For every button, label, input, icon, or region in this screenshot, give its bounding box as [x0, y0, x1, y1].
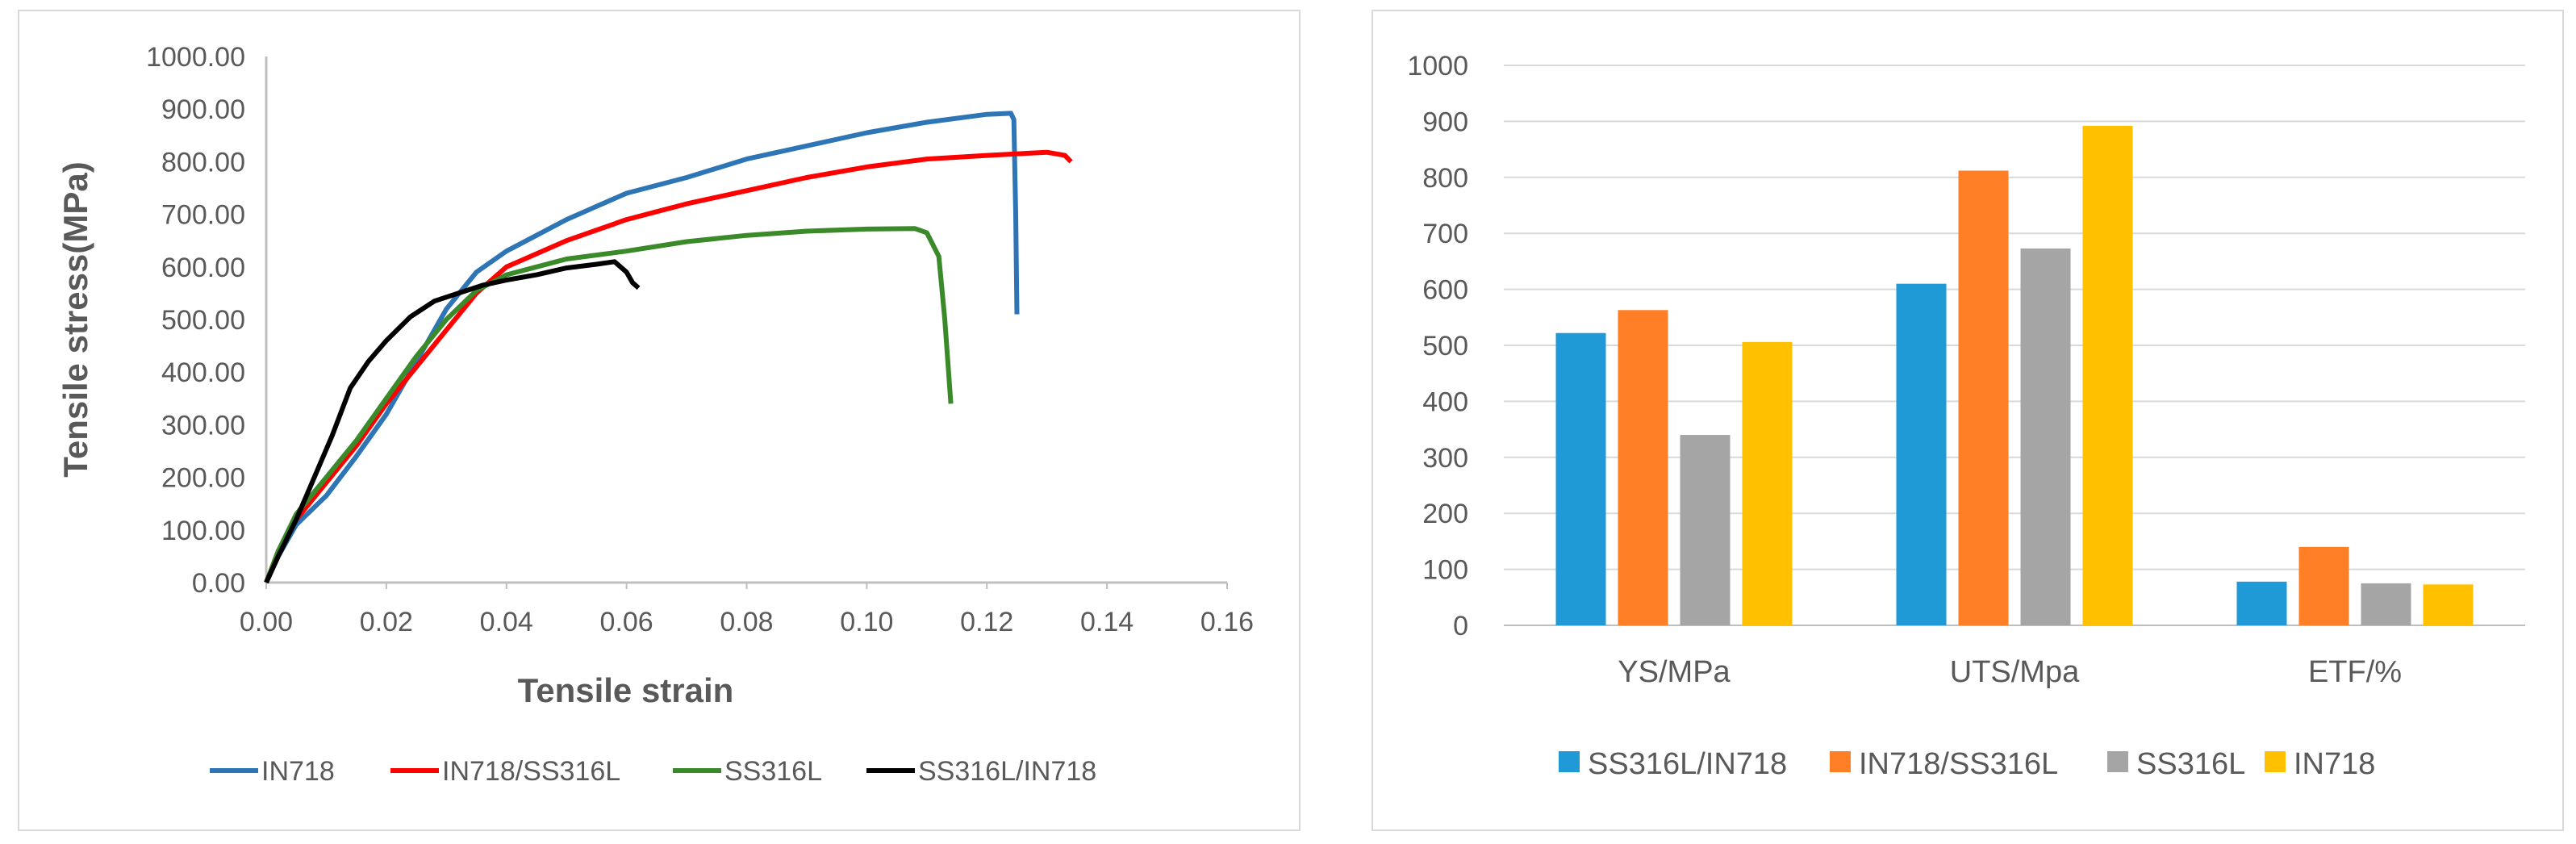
y-tick-label: 100.00: [161, 516, 245, 546]
bar-2-0: [1680, 435, 1731, 625]
y-tick-label: 300.00: [161, 410, 245, 441]
y-tick-label: 1000.00: [146, 42, 245, 73]
y-tick-label: 300: [1422, 443, 1468, 474]
y-tick-label: 600.00: [161, 253, 245, 283]
y-tick-label: 900: [1422, 107, 1468, 137]
legend-label: IN718/SS316L: [442, 756, 620, 787]
bar-1-2: [2298, 546, 2349, 625]
bar-1-1: [1958, 170, 2009, 626]
bar-0-0: [1555, 332, 1606, 625]
y-tick-label: 600: [1422, 275, 1468, 306]
category-label: YS/MPa: [1618, 655, 1731, 689]
properties-bar-plot: 0 100 200 300 400 500 600 700 800 900 1000 YS/MPa UT…: [1407, 51, 2525, 781]
legend-swatch: [1559, 751, 1580, 772]
y-tick-label: 400.00: [161, 357, 245, 388]
x-tick-label: 0.00: [240, 607, 293, 637]
x-tick-label: 0.02: [360, 607, 413, 637]
legend-label: SS316L: [2136, 747, 2245, 781]
bar-3-2: [2423, 584, 2474, 625]
bar-3-0: [1742, 341, 1793, 625]
series-line-0: [264, 111, 1020, 584]
y-tick-label: 200: [1422, 499, 1468, 529]
legend-label: SS316L: [724, 756, 822, 787]
legend-label: IN718/SS316L: [1859, 747, 2058, 781]
x-tick-label: 0.04: [480, 607, 533, 637]
y-tick-label: 500: [1422, 331, 1468, 361]
bar-3-1: [2082, 125, 2133, 625]
x-tick-label: 0.16: [1200, 607, 1254, 637]
x-tick-label: 0.06: [600, 607, 653, 637]
legend-swatch: [1830, 751, 1851, 772]
bar-2-1: [2020, 248, 2071, 625]
y-tick-label: 800.00: [161, 147, 245, 178]
y-tick-label: 400: [1422, 386, 1468, 417]
x-tick-label: 0.08: [720, 607, 773, 637]
legend-swatch: [2265, 751, 2286, 772]
bar-0-1: [1896, 283, 1947, 625]
y-tick-label: 200.00: [161, 463, 245, 494]
y-tick-label: 700: [1422, 219, 1468, 249]
y-tick-label: 100: [1422, 555, 1468, 586]
legend-label: IN718: [2294, 747, 2375, 781]
series-line-3: [264, 259, 641, 584]
legend-swatch: [2107, 751, 2128, 772]
legend-label: SS316L/IN718: [1588, 747, 1787, 781]
x-tick-label: 0.12: [960, 607, 1013, 637]
category-label: ETF/%: [2308, 655, 2402, 689]
tensile-curve-plot: 0.00 100.00 200.00 300.00 400.00 500.00 600.00…: [56, 42, 1254, 787]
y-tick-label: 500.00: [161, 305, 245, 336]
properties-bar-chart: 0 100 200 300 400 500 600 700 800 900 1000 YS/MPa UT…: [1372, 10, 2564, 831]
y-tick-label: 800: [1422, 163, 1468, 194]
x-tick-label: 0.10: [840, 607, 893, 637]
y-tick-label: 700.00: [161, 200, 245, 231]
x-axis-title: Tensile strain: [518, 671, 734, 709]
y-tick-label: 1000: [1407, 51, 1468, 81]
legend-label: IN718: [261, 756, 335, 787]
y-axis-title: Tensile stress(MPa): [56, 161, 94, 477]
bar-2-2: [2361, 583, 2411, 625]
legend-label: SS316L/IN718: [918, 756, 1096, 787]
y-tick-label: 0: [1453, 611, 1468, 641]
series-line-1: [264, 149, 1073, 584]
y-tick-label: 900.00: [161, 94, 245, 125]
series-line-2: [264, 226, 954, 584]
tensile-curve-chart: 0.00 100.00 200.00 300.00 400.00 500.00 600.00…: [18, 10, 1301, 831]
bar-0-2: [2236, 581, 2287, 625]
x-tick-label: 0.14: [1080, 607, 1134, 637]
category-label: UTS/Mpa: [1950, 655, 2080, 689]
y-tick-label: 0.00: [192, 568, 245, 599]
bar-1-0: [1618, 310, 1668, 625]
